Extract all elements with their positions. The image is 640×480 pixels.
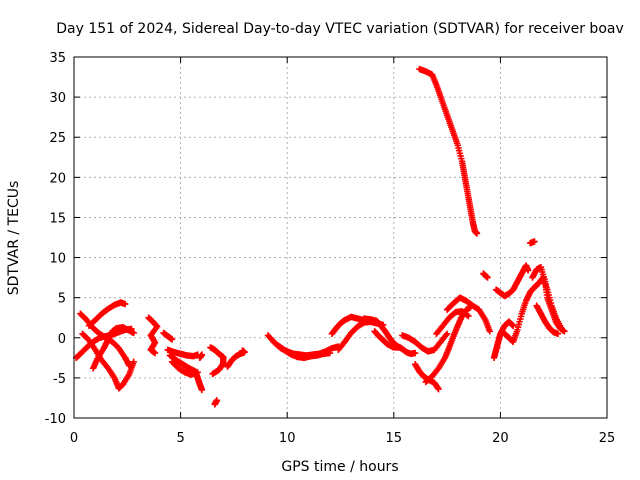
data-point	[473, 230, 481, 237]
data-point	[435, 385, 442, 393]
grid-lines	[74, 57, 607, 418]
x-tick-label: 20	[492, 431, 509, 446]
x-tick-label: 25	[599, 431, 616, 446]
data-point	[168, 336, 176, 343]
tick-labels: 0 5 10 15 20 25 -10 -5 0 5 10 15 20 25 30 35	[45, 51, 616, 446]
series-arc-33	[533, 302, 562, 337]
data-point	[207, 344, 214, 351]
data-point	[509, 322, 517, 329]
data-point	[531, 238, 538, 245]
data-point	[465, 312, 472, 320]
data-point	[194, 369, 201, 376]
series-arc-5	[89, 324, 137, 372]
series-arc-10	[168, 358, 201, 378]
data-point	[484, 274, 491, 281]
series-arc-24	[433, 308, 472, 337]
series-arc-29	[492, 262, 532, 300]
y-axis-label: SDTVAR / TECUs	[6, 181, 22, 296]
data-point	[486, 328, 493, 335]
data-point	[396, 344, 404, 351]
y-tick-label: 20	[49, 171, 66, 186]
y-tick-label: -10	[45, 412, 66, 427]
y-tick-label: 30	[49, 91, 66, 106]
data-point	[554, 330, 562, 337]
series-arc-6	[145, 314, 161, 357]
series-arc-17	[328, 313, 368, 337]
series-arc-11	[196, 351, 206, 362]
y-tick-label: 5	[58, 292, 66, 307]
series-arc-32	[529, 263, 568, 335]
axis-ticks	[73, 56, 608, 419]
series-arc-14	[224, 347, 248, 370]
y-tick-label: 10	[49, 252, 66, 267]
plot-frame	[73, 56, 608, 419]
data-point	[198, 351, 206, 358]
chart-title: Day 151 of 2024, Sidereal Day-to-day VTE…	[56, 21, 624, 37]
y-tick-label: 15	[49, 211, 66, 226]
y-tick-label: 25	[49, 131, 66, 146]
y-tick-label: -5	[53, 372, 66, 387]
data-point	[211, 401, 218, 408]
series-arc-16	[275, 342, 334, 362]
series-arc-12	[207, 344, 227, 378]
data-point	[411, 349, 419, 357]
series-arc-26	[416, 65, 481, 237]
data-point	[464, 312, 471, 319]
series-arc-13	[211, 397, 221, 408]
data-point	[524, 267, 532, 274]
series-arc-25	[443, 294, 493, 335]
x-tick-label: 15	[386, 431, 403, 446]
x-axis-label: GPS time / hours	[281, 459, 398, 475]
y-tick-label: 35	[49, 51, 66, 66]
x-tick-label: 10	[279, 431, 296, 446]
y-tick-label: 0	[58, 332, 66, 347]
series-arc-4	[85, 299, 129, 329]
series-arc-27	[480, 270, 491, 281]
x-tick-label: 5	[176, 431, 184, 446]
series-arc-7	[160, 329, 176, 343]
data-point	[198, 386, 206, 394]
data-point	[121, 300, 129, 308]
x-tick-label: 0	[70, 431, 78, 446]
data-point	[443, 330, 451, 337]
data-point	[151, 349, 159, 357]
data-point	[326, 349, 334, 357]
data-point	[130, 329, 137, 337]
series-arc-31	[527, 238, 538, 247]
data-point	[130, 358, 137, 366]
data-point	[561, 328, 568, 335]
data-point	[239, 347, 246, 354]
data-points	[72, 65, 568, 408]
series-arc-20	[371, 328, 404, 351]
series-arc-21	[399, 330, 451, 355]
